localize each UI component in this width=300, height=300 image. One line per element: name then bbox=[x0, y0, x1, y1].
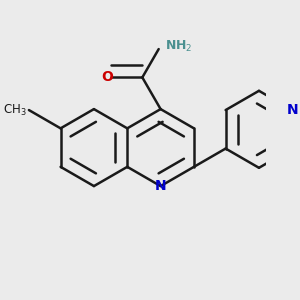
Text: CH$_3$: CH$_3$ bbox=[3, 103, 26, 118]
Text: O: O bbox=[101, 70, 113, 84]
Text: N: N bbox=[286, 103, 298, 117]
Text: NH$_2$: NH$_2$ bbox=[165, 39, 192, 54]
Text: N: N bbox=[155, 179, 167, 193]
